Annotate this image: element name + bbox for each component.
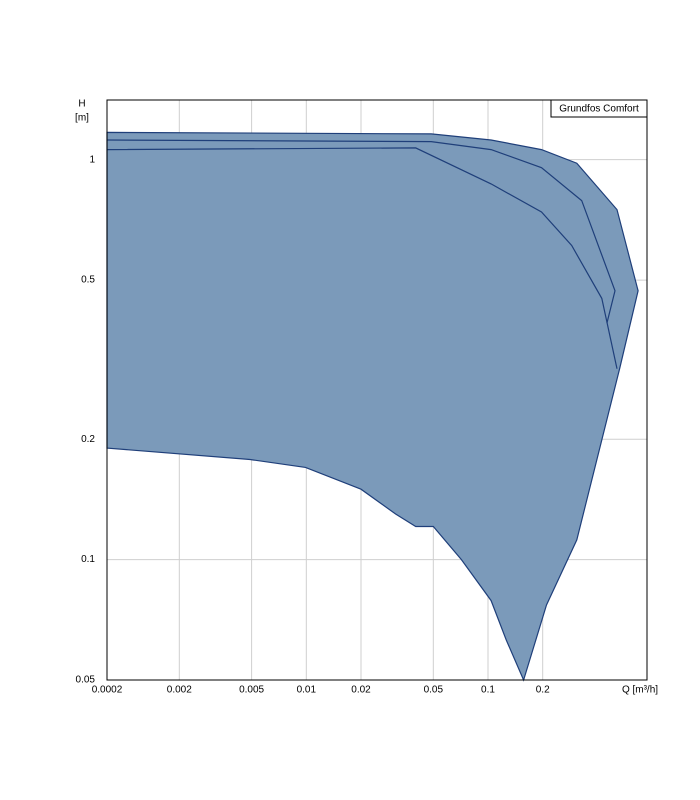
y-tick-label: 0.5 [81, 275, 95, 286]
marks [106, 131, 639, 682]
plot-frame [106, 99, 648, 681]
x-start-label: 0.0002 [92, 685, 123, 696]
x-tick-label: 0.05 [424, 685, 444, 696]
x-tick-label: 0.02 [351, 685, 371, 696]
x-tick-label: 0.2 [536, 685, 550, 696]
curve-line [106, 139, 616, 324]
y-tick-label: 1 [89, 154, 95, 165]
y-axis-label: [m] [75, 113, 89, 124]
y-tick-label: 0.05 [76, 675, 96, 686]
legend-box [550, 99, 648, 118]
x-tick-label: 0.1 [481, 685, 495, 696]
y-axis-label: H [78, 99, 85, 110]
x-axis-label: Q [m³/h] [622, 685, 658, 696]
y-tick-label: 0.1 [81, 554, 95, 565]
x-tick-label: 0.005 [239, 685, 264, 696]
x-tick-label: 0.002 [167, 685, 192, 696]
y-tick-label: 0.2 [81, 434, 95, 445]
x-tick-label: 0.01 [297, 685, 317, 696]
area-envelope [106, 131, 639, 682]
legend-label: Grundfos Comfort [559, 104, 639, 115]
curve-line [106, 147, 618, 369]
